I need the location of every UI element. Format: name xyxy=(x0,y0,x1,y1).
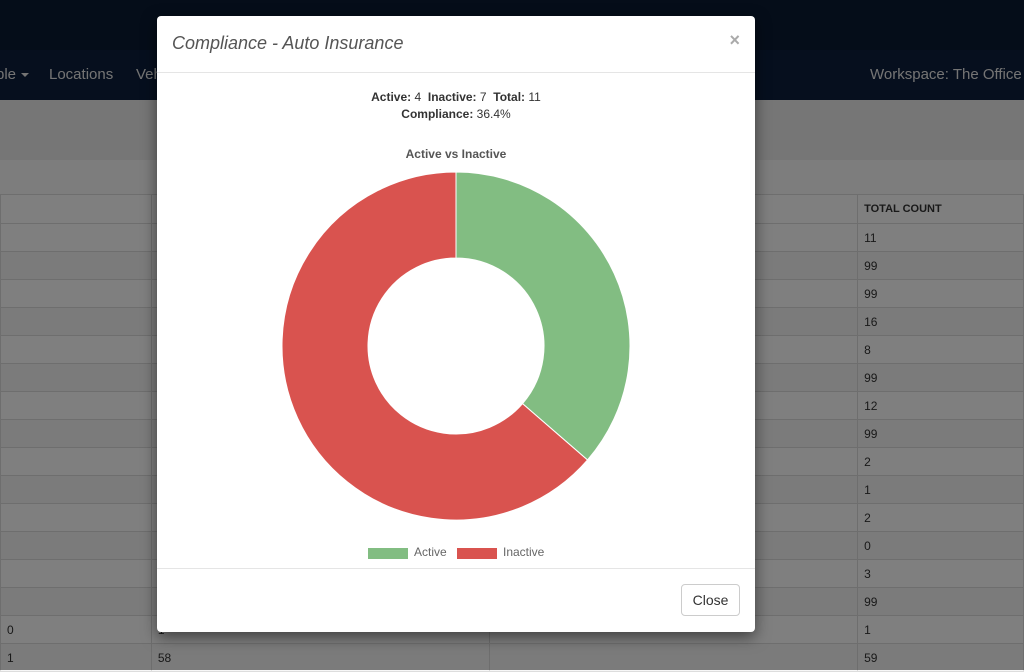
donut-slice-active[interactable] xyxy=(455,171,631,461)
close-icon[interactable]: × xyxy=(729,30,740,50)
active-label: Active: xyxy=(371,90,412,104)
legend-item-active[interactable]: Active xyxy=(368,545,447,559)
inactive-value: 7 xyxy=(479,90,487,104)
compliance-stats: Active: 4 Inactive: 7 Total: 11 Complian… xyxy=(157,89,755,123)
compliance-modal: Compliance - Auto Insurance × Active: 4 … xyxy=(157,16,755,632)
donut-slice-inactive[interactable] xyxy=(281,171,589,521)
total-value: 11 xyxy=(528,90,541,104)
total-label: Total: xyxy=(493,90,526,104)
legend-swatch xyxy=(368,548,408,559)
modal-footer: Close xyxy=(157,568,755,633)
compliance-label: Compliance: xyxy=(401,107,474,121)
compliance-value: 36.4% xyxy=(476,107,511,121)
chart-title: Active vs Inactive xyxy=(406,147,507,161)
legend-swatch xyxy=(457,548,497,559)
close-button[interactable]: Close xyxy=(681,584,740,616)
active-value: 4 xyxy=(414,90,422,104)
inactive-label: Inactive: xyxy=(427,90,477,104)
modal-header: Compliance - Auto Insurance × xyxy=(157,16,755,73)
legend-item-inactive[interactable]: Inactive xyxy=(457,545,545,559)
legend-label: Inactive xyxy=(503,545,545,559)
modal-title: Compliance - Auto Insurance xyxy=(172,33,404,53)
legend-label: Active xyxy=(414,545,447,559)
donut-chart: Active vs Inactive Active Inactive xyxy=(281,147,631,559)
